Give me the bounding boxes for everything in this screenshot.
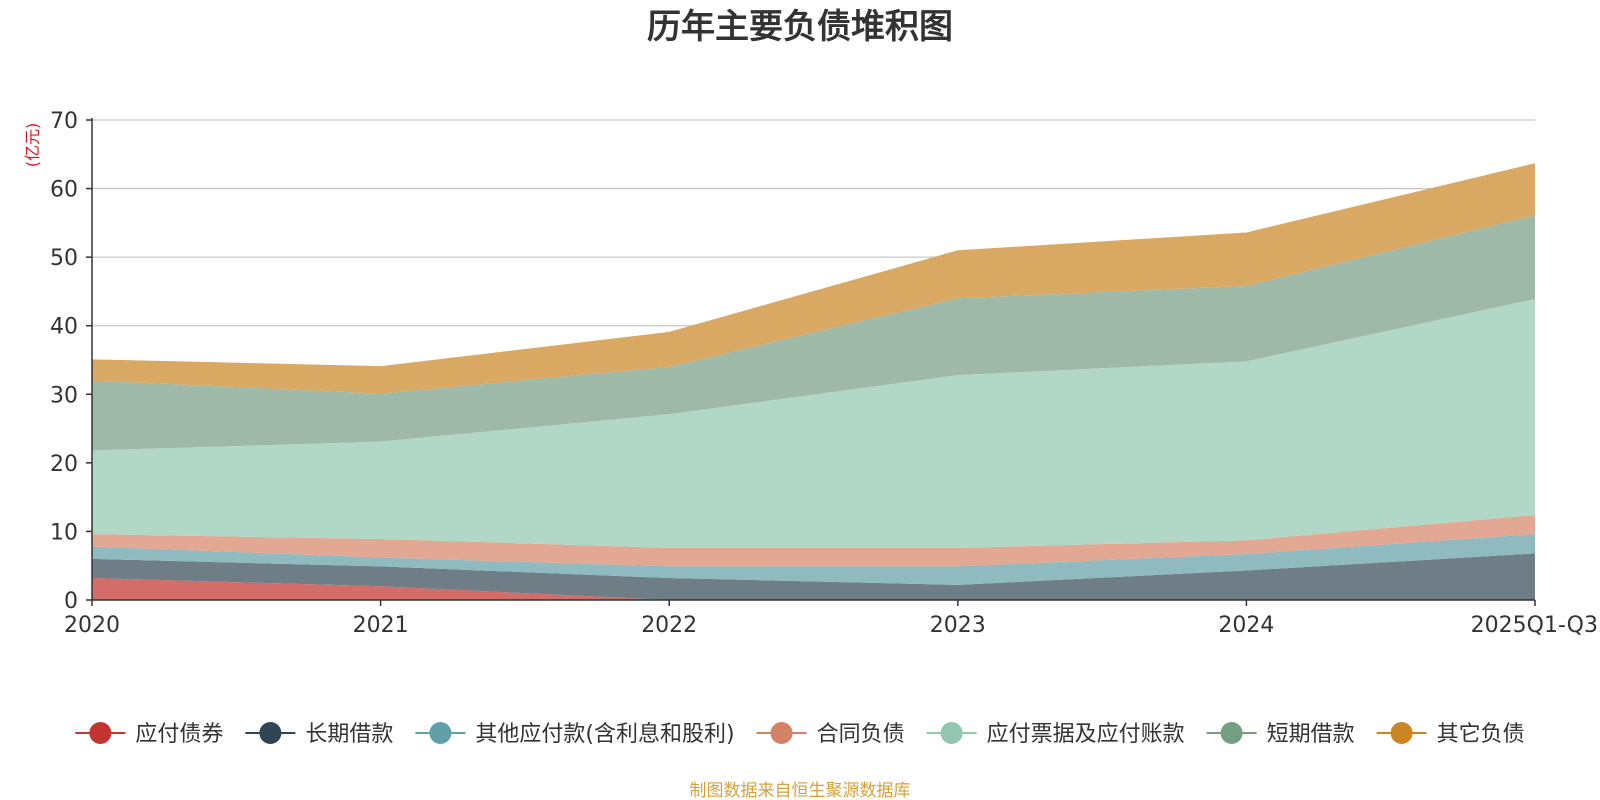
axes (91, 118, 1535, 601)
y-tick-label: 40 (50, 315, 78, 340)
x-tick-label: 2022 (641, 613, 697, 638)
legend-label: 其他应付款(含利息和股利) (475, 722, 734, 747)
legend-item-5[interactable]: 应付票据及应付账款 (926, 722, 1185, 747)
area-series-4 (92, 514, 1535, 567)
area-series-3 (92, 534, 1535, 585)
y-axis-ticks: 0 10 20 30 40 50 60 70 (50, 109, 92, 614)
x-axis-ticks: 2020 2021 2022 2023 2024 2025Q1-Q3 (64, 600, 1598, 638)
x-tick-label: 2025Q1-Q3 (1471, 613, 1598, 638)
y-tick-label: 50 (50, 246, 78, 271)
legend-dot-marker (89, 722, 112, 744)
legend-dot-marker (770, 722, 793, 744)
legend-dot-marker (429, 722, 452, 744)
legend-dot-marker (259, 722, 282, 744)
y-tick-label: 60 (50, 178, 78, 203)
legend-dot-marker (1220, 722, 1243, 744)
legend-label: 应付债券 (135, 722, 223, 747)
legend-label: 合同负债 (817, 722, 905, 747)
x-tick-label: 2023 (930, 613, 986, 638)
legend-item-7[interactable]: 其它负债 (1376, 722, 1525, 747)
legend-label: 短期借款 (1267, 722, 1355, 747)
legend-label: 应付票据及应付账款 (987, 722, 1185, 747)
y-tick-label: 30 (50, 383, 78, 408)
area-series-7 (92, 163, 1535, 394)
y-tick-label: 0 (64, 589, 78, 614)
legend-label: 长期借款 (305, 722, 393, 747)
x-tick-label: 2021 (353, 613, 409, 638)
area-series-6 (92, 215, 1535, 451)
y-axis-unit-label: (亿元) (23, 123, 42, 168)
chart-title: 历年主要负债堆积图 (647, 7, 953, 47)
legend-item-4[interactable]: 合同负债 (756, 722, 905, 747)
data-source-note: 制图数据来自恒生聚源数据库 (690, 781, 911, 800)
legend-item-2[interactable]: 长期借款 (245, 722, 393, 747)
y-tick-label: 20 (50, 452, 78, 477)
x-tick-label: 2024 (1218, 613, 1274, 638)
area-series-2 (92, 553, 1535, 600)
y-tick-label: 70 (50, 109, 78, 134)
legend-dot-marker (940, 722, 963, 744)
legend: 应付债券 长期借款 其他应付款(含利息和股利) 合同负债 应付票据及应付账款 短期借款 其它… (75, 722, 1525, 747)
x-tick-label: 2020 (64, 613, 120, 638)
legend-label: 其它负债 (1437, 722, 1525, 747)
legend-item-3[interactable]: 其他应付款(含利息和股利) (415, 722, 735, 747)
area-series-1 (92, 578, 1535, 600)
legend-item-6[interactable]: 短期借款 (1206, 722, 1355, 747)
legend-dot-marker (1390, 722, 1413, 744)
y-tick-label: 10 (50, 520, 78, 545)
area-series-group (92, 163, 1535, 600)
legend-item-1[interactable]: 应付债券 (75, 722, 223, 747)
area-series-5 (92, 298, 1535, 548)
